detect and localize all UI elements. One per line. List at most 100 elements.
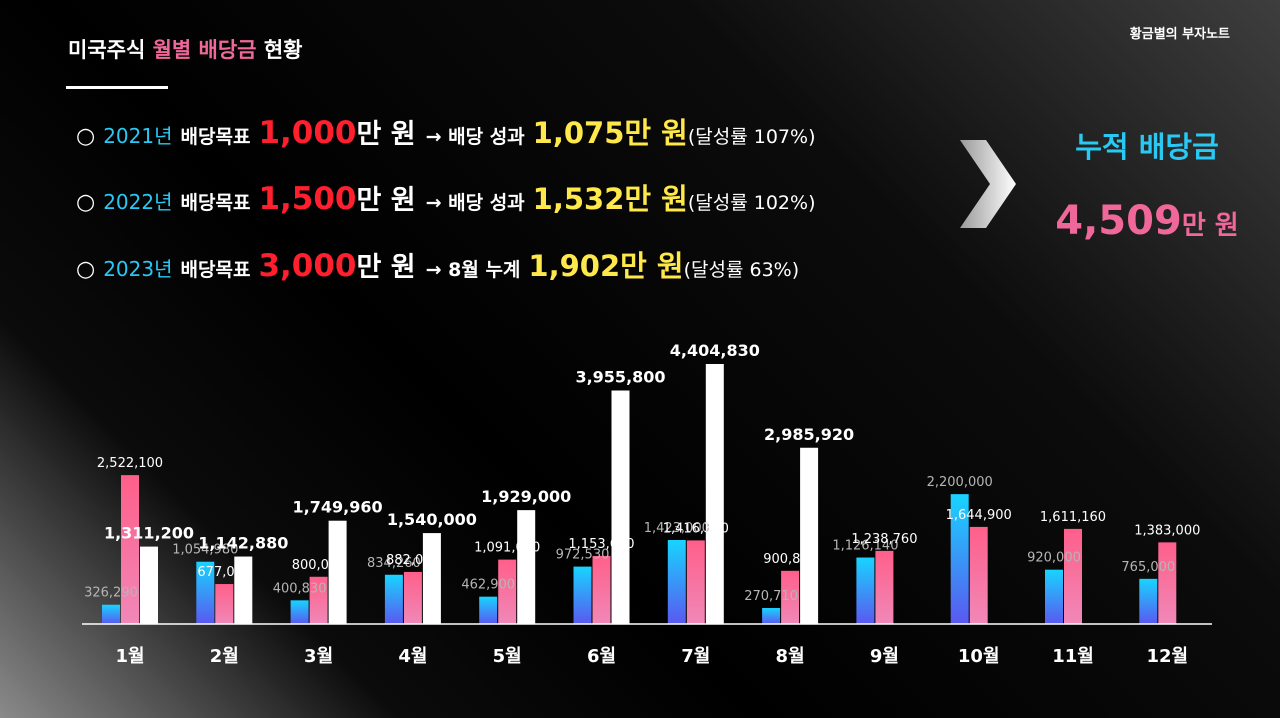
data-label: 326,290 [84, 586, 138, 601]
bar-2021 [102, 604, 120, 624]
goal-year: 2021년 [103, 124, 173, 148]
data-label: 1,383,000 [1134, 523, 1200, 538]
data-label: 2,200,000 [927, 475, 993, 490]
bar-2021 [856, 557, 875, 624]
x-tick-label: 5월 [493, 646, 522, 667]
bar-2021 [196, 561, 215, 624]
page-title: 미국주식 월별 배당금 현황 [68, 34, 302, 64]
bar-2023 [234, 556, 253, 624]
data-label: 2,522,100 [97, 456, 163, 471]
accumulated-unit: 만 원 [1181, 211, 1239, 241]
x-tick-label: 12월 [1146, 646, 1188, 667]
goal-row-2021: ○ 2021년 배당목표 1,000 만 원 → 배당 성과 1,075만 원 … [76, 110, 815, 152]
goal-row-2023: ○ 2023년 배당목표 3,000 만 원 → 8월 누계 1,902만 원 … [76, 243, 799, 285]
data-label: 1,749,960 [293, 498, 383, 517]
bar-2023 [705, 364, 724, 624]
data-label: 900,840 [763, 552, 817, 567]
bar-2022 [592, 555, 611, 624]
bar-2023 [517, 510, 536, 624]
bar-2023 [800, 447, 819, 624]
bar-2021 [573, 566, 592, 624]
title-part1: 미국주식 [68, 38, 146, 62]
title-part2: 월별 배당금 [152, 38, 257, 62]
data-label: 1,126,140 [832, 539, 898, 554]
goal-target: 3,000 [258, 248, 357, 284]
data-label: 1,142,880 [198, 534, 288, 553]
data-label: 1,091,000 [474, 541, 540, 556]
data-label: 3,955,800 [575, 368, 665, 387]
goal-label: 배당목표 [180, 259, 251, 281]
x-tick-label: 11월 [1052, 646, 1094, 667]
bar-2021 [667, 540, 686, 624]
goal-target-unit: 만 원 [356, 185, 416, 216]
x-tick-label: 9월 [870, 646, 899, 667]
goal-target: 1,000 [258, 115, 357, 151]
goal-target-unit: 만 원 [356, 119, 416, 150]
data-label: 920,000 [1027, 551, 1081, 566]
accumulated-number: 4,509 [1055, 198, 1182, 244]
data-label: 765,000 [1121, 560, 1175, 575]
data-label: 1,416,370 [663, 521, 729, 536]
bar-2021 [479, 596, 498, 624]
bar-2022 [215, 584, 234, 624]
goal-arrow-label: → 8월 누계 [425, 259, 521, 281]
goal-year: 2023년 [103, 257, 173, 281]
x-tick-label: 7월 [681, 646, 710, 667]
bar-2022 [875, 550, 894, 624]
bar-2021 [1045, 569, 1063, 624]
data-label: 2,985,920 [764, 425, 854, 444]
bullet-circle-icon: ○ [76, 190, 96, 215]
goal-label: 배당목표 [180, 126, 251, 148]
bar-2021 [1139, 578, 1158, 624]
data-label: 834,260 [367, 556, 421, 571]
data-label: 1,311,200 [104, 524, 194, 543]
bar-2023 [611, 390, 630, 624]
x-tick-label: 8월 [776, 646, 805, 667]
bar-2022 [969, 526, 988, 624]
data-label: 1,054,980 [172, 543, 238, 558]
bar-2021 [290, 600, 309, 624]
x-tick-label: 1월 [115, 646, 144, 667]
bar-2022 [686, 540, 705, 624]
goal-target: 1,500 [258, 181, 357, 217]
goal-row-2022: ○ 2022년 배당목표 1,500 만 원 → 배당 성과 1,532만 원 … [76, 176, 815, 218]
x-tick-label: 4월 [398, 646, 427, 667]
data-label: 1,644,900 [946, 508, 1012, 523]
goal-arrow-label: → 배당 성과 [425, 192, 525, 214]
data-label: 1,929,000 [481, 487, 571, 506]
data-label: 1,238,760 [851, 532, 917, 547]
data-label: 800,000 [292, 558, 346, 573]
goal-result: 1,532만 원 [532, 182, 688, 216]
bullet-circle-icon: ○ [76, 257, 96, 282]
x-tick-label: 3월 [304, 646, 333, 667]
bar-2023 [422, 533, 441, 624]
bar-2023 [328, 520, 347, 624]
data-label: 677,000 [197, 565, 251, 580]
x-tick-label: 2월 [210, 646, 239, 667]
data-label: 1,423,000 [644, 521, 710, 536]
data-label: 1,611,160 [1040, 510, 1106, 525]
bar-2021 [384, 574, 403, 624]
title-underline [66, 86, 168, 89]
bullet-circle-icon: ○ [76, 124, 96, 149]
accumulated-value: 4,509만 원 [1040, 198, 1254, 244]
bar-2022 [1158, 542, 1177, 624]
bar-2022 [781, 570, 800, 624]
goal-target-unit: 만 원 [356, 252, 416, 283]
x-tick-label: 10월 [958, 646, 1000, 667]
data-label: 400,830 [273, 581, 327, 596]
goal-rate: (달성률 107%) [687, 126, 816, 148]
data-label: 1,540,000 [387, 510, 477, 529]
goal-result: 1,902만 원 [528, 249, 684, 283]
goal-result: 1,075만 원 [532, 116, 688, 150]
data-label: 270,710 [744, 589, 798, 604]
bar-2021 [762, 608, 781, 624]
data-label: 882,000 [386, 553, 440, 568]
goal-year: 2022년 [103, 190, 173, 214]
bar-2021 [950, 494, 969, 624]
bar-2023 [140, 546, 158, 624]
bar-2022 [498, 559, 517, 624]
accumulated-label: 누적 배당금 [1075, 130, 1219, 164]
goal-rate: (달성률 102%) [687, 192, 816, 214]
